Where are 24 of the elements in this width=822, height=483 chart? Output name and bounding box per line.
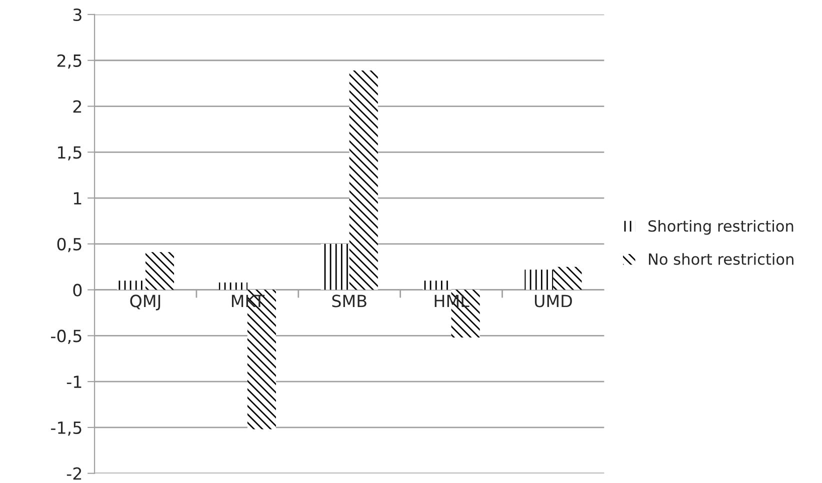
bar <box>218 282 248 290</box>
bar <box>553 266 582 290</box>
x-tick-label: QMJ <box>130 294 160 310</box>
y-tick-label: -0,5 <box>51 330 82 344</box>
bar <box>145 252 174 290</box>
y-tick-label: 1,5 <box>58 146 82 160</box>
legend-label: No short restriction <box>648 253 794 265</box>
bar <box>422 280 452 290</box>
y-tick-label: 0 <box>73 284 82 296</box>
y-tick-label: -1 <box>66 376 82 388</box>
bar <box>116 280 146 290</box>
y-tick-label: 2,5 <box>57 54 82 69</box>
y-tick-label: 1 <box>74 192 82 204</box>
y-tick-label: -1,5 <box>51 422 82 436</box>
y-tick-label: -2 <box>66 467 82 480</box>
x-tick-label: SMB <box>332 294 366 308</box>
bar <box>524 270 554 290</box>
x-tick-label: UMD <box>534 294 572 308</box>
y-tick-label: 0,5 <box>57 238 82 252</box>
legend-label: Shorting restriction <box>648 220 794 235</box>
y-tick-label: 2 <box>73 100 82 113</box>
y-tick-label: 3 <box>73 8 82 22</box>
bar <box>320 244 350 290</box>
bar <box>349 70 378 290</box>
